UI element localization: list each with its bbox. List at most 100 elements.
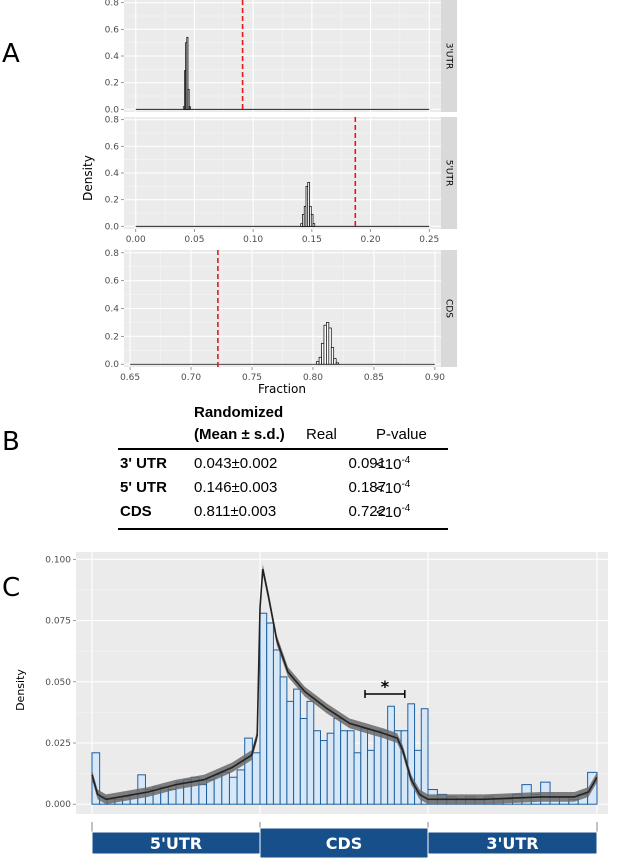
histogram-bar: [333, 358, 337, 365]
row-real: 0.091: [348, 455, 386, 472]
histogram-bar: [206, 779, 215, 805]
x-tick-label: 0.65: [120, 373, 140, 383]
facet-strip: [441, 117, 457, 229]
panel-a-x-axis-label: Fraction: [258, 382, 306, 396]
histogram-bar: [266, 622, 274, 805]
x-tick-label: 0.70: [181, 373, 201, 383]
panel-label-a: A: [2, 39, 20, 69]
histogram-bar: [335, 362, 339, 365]
histogram-bar: [244, 737, 253, 805]
y-tick-label: 0.6: [105, 277, 120, 287]
table-row: CDS 0.811±0.003 0.722 <10-4: [118, 500, 448, 524]
histogram-bar: [318, 356, 322, 365]
histogram-bar: [326, 732, 335, 805]
table-row: 5' UTR 0.146±0.003 0.187 <10-4: [118, 476, 448, 500]
x-tick-label: 0.90: [425, 373, 445, 383]
histogram-bar: [299, 718, 308, 805]
histogram-bar: [187, 88, 190, 110]
histogram-bar: [323, 324, 327, 365]
y-tick-label: 0.0: [105, 222, 120, 232]
row-pvalue: <10-4: [376, 455, 410, 473]
x-tick-label: 0.85: [364, 373, 384, 383]
histogram-bar: [188, 106, 191, 110]
histogram-bar: [407, 703, 416, 805]
histogram-bar: [312, 223, 316, 227]
histogram-bar: [321, 342, 325, 365]
histogram-bar: [420, 708, 429, 805]
histogram-bar: [306, 700, 315, 805]
histogram-bar: [198, 784, 208, 805]
histogram-bar: [340, 730, 348, 805]
y-tick-label: 0.0: [105, 360, 120, 370]
y-tick-label: 0.000: [45, 800, 71, 810]
header-real: Real: [306, 426, 337, 443]
histogram-bar: [310, 213, 314, 227]
y-tick-label: 0.8: [105, 0, 120, 9]
histogram-bar: [221, 771, 230, 805]
density-curve: [91, 568, 598, 801]
row-randomized: 0.043±0.002: [194, 455, 278, 472]
y-tick-label: 0.050: [45, 678, 71, 688]
x-tick-label: 0.75: [242, 373, 262, 383]
table-bottom-rule: [118, 528, 448, 530]
histogram-bar: [167, 789, 177, 805]
histogram-bar: [330, 347, 335, 365]
y-tick-label: 0.6: [105, 142, 120, 152]
facet-strip: [441, 250, 457, 367]
histogram-bar: [328, 327, 332, 365]
y-tick-label: 0.025: [45, 739, 71, 749]
histogram-bar: [279, 676, 288, 805]
header-randomized: Randomized: [194, 404, 284, 421]
histogram-bar: [186, 36, 189, 110]
y-tick-label: 0.6: [105, 25, 120, 35]
facet-strip-label: 3'UTR: [444, 43, 454, 70]
row-pvalue: <10-4: [376, 479, 410, 497]
pvalue-exponent: -4: [401, 503, 411, 514]
histogram-bar: [360, 727, 369, 805]
histogram-bar: [228, 776, 238, 805]
y-tick-label: 0.8: [105, 249, 120, 259]
x-tick-label: 0.80: [303, 373, 323, 383]
histogram-bar: [236, 769, 246, 805]
histogram-bar: [373, 730, 382, 805]
histogram-bar: [272, 649, 281, 805]
facet-strip: [441, 0, 457, 112]
facet-5utr: 5'UTR 0.00 0.05 0.10 0.15 0.20 0.25 0.0 0.2 0.4 0.…: [105, 116, 457, 245]
pvalue-base: <10: [376, 480, 402, 497]
histogram-bar: [319, 740, 328, 805]
histogram-bar: [346, 730, 355, 805]
significance-asterisk: *: [381, 677, 390, 696]
panel-label-c: C: [2, 573, 20, 603]
facet-strip-label: 5'UTR: [444, 160, 454, 187]
panel-a-faceted-histograms: 3'UTR 0.0 0.2 0.4 0.6 0.8 5'UTR 0.00 0.05 0.10 0.1…: [105, 0, 457, 383]
row-label: 3' UTR: [120, 455, 167, 472]
y-tick-label: 0.4: [105, 169, 120, 179]
row-label: 5' UTR: [120, 479, 167, 496]
facet-cds: CDS 0.65 0.70 0.75 0.80 0.85 0.90 0.0 0.2 0.4 0.6 0…: [105, 249, 457, 383]
x-tick-label: 0.15: [302, 235, 322, 245]
header-randomized-sub: (Mean ± s.d.): [194, 426, 285, 443]
x-tick-label: 0.10: [243, 235, 263, 245]
histogram-bar: [326, 322, 330, 365]
pvalue-exponent: -4: [401, 479, 411, 490]
region-label: 3'UTR: [486, 834, 538, 853]
table-header: Randomized (Mean ± s.d.) Real P-value: [118, 404, 448, 448]
panel-a-y-axis-label: Density: [81, 155, 95, 201]
y-tick-label: 0.075: [45, 617, 71, 627]
region-label: CDS: [326, 834, 363, 853]
y-tick-label: 0.100: [45, 555, 71, 565]
histogram-bar: [286, 700, 295, 805]
histogram-bar: [353, 752, 362, 805]
facet-strip-label: CDS: [444, 299, 454, 318]
row-label: CDS: [120, 503, 152, 520]
histogram-bar: [293, 688, 301, 805]
histogram-bar: [313, 730, 321, 805]
row-randomized: 0.146±0.003: [194, 479, 278, 496]
panel-label-b: B: [2, 427, 20, 457]
histogram-bar: [259, 612, 268, 805]
histogram-bar: [387, 705, 395, 805]
stats-table: Randomized (Mean ± s.d.) Real P-value 3'…: [118, 404, 448, 530]
pvalue-exponent: -4: [401, 455, 411, 466]
header-pvalue: P-value: [376, 426, 427, 443]
